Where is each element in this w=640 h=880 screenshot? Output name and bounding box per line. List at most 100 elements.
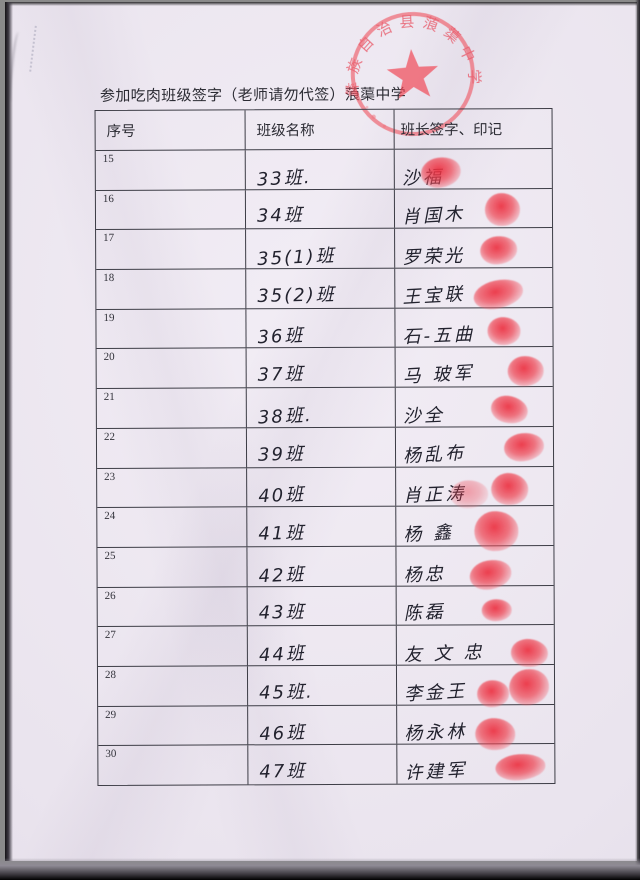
serial-number: 22	[103, 430, 115, 443]
pencil-marks	[29, 25, 41, 73]
class-name-cell: 43班	[247, 586, 397, 626]
class-name-handwritten: 37班	[257, 363, 305, 386]
fingerprint-mark	[506, 666, 552, 708]
class-name-cell: 33班.	[245, 149, 395, 191]
monitor-signature-handwritten: 李金王	[403, 680, 468, 705]
serial-number: 15	[102, 152, 114, 165]
col-header-signature: 班长签字、印记	[400, 122, 503, 139]
signature-cell: 陈磊	[397, 586, 554, 625]
table-row: 23 40班 肖正涛	[97, 466, 554, 509]
class-name-cell: 41班	[247, 506, 397, 547]
fingerprint-mark	[478, 234, 519, 267]
table-row: 21 38班. 沙全	[96, 387, 553, 429]
class-name-handwritten: 41班	[258, 522, 306, 545]
scan-edge-left	[5, 2, 13, 861]
monitor-signature-handwritten: 杨永林	[403, 721, 468, 746]
class-name-cell: 40班	[247, 467, 397, 508]
serial-number: 25	[104, 549, 116, 562]
col-header-serial: 序号	[95, 110, 246, 150]
class-name-handwritten: 35(1)班	[256, 245, 337, 271]
signature-cell: 杨乱布	[396, 427, 553, 467]
paper-sheet: 参加吃肉班级签字（老师请勿代签）蒗蕖中学 彝族自治县蒗蕖中学 序号 班级名称 班…	[5, 2, 637, 861]
table-header-row: 序号 班级名称 班长签字、印记	[95, 109, 552, 151]
stamp-speckle	[365, 105, 369, 109]
serial-number: 17	[103, 232, 115, 245]
serial-cell: 23	[97, 467, 248, 508]
signature-cell: 肖正涛	[396, 467, 553, 508]
stamp-star-icon	[386, 49, 438, 99]
table-body: 15 33班. 沙福 16 34班 肖国木 17 35(1)班 罗荣光	[95, 149, 555, 785]
serial-cell: 17	[96, 229, 247, 270]
table-row: 24 41班 杨 鑫	[97, 506, 554, 553]
class-name-handwritten: 44班	[258, 643, 307, 667]
fingerprint-mark	[450, 479, 489, 508]
signature-cell: 沙福	[395, 149, 552, 191]
serial-number: 16	[102, 192, 114, 205]
signature-cell: 肖国木	[395, 189, 552, 229]
monitor-signature-handwritten: 王宝联	[401, 283, 466, 309]
monitor-signature-handwritten: 马 玻军	[402, 362, 475, 388]
serial-cell: 22	[96, 428, 248, 468]
class-name-handwritten: 45班.	[258, 681, 314, 704]
serial-number: 29	[105, 708, 117, 721]
monitor-signature-handwritten: 杨 鑫	[402, 522, 455, 546]
table-row: 30 47班 许建军	[98, 744, 554, 785]
signature-cell: 李金王	[397, 665, 554, 708]
table-row: 20 37班 马 玻军	[96, 347, 553, 390]
monitor-signature-handwritten: 陈磊	[403, 601, 447, 625]
serial-number: 18	[103, 271, 115, 285]
fingerprint-mark	[486, 315, 522, 347]
table-row: 16 34班 肖国木	[95, 188, 553, 231]
stamp-speckle	[382, 124, 386, 128]
class-name-handwritten: 35(2)班	[257, 284, 336, 307]
serial-cell: 29	[98, 705, 249, 746]
serial-cell: 21	[96, 388, 247, 428]
class-name-handwritten: 33班.	[256, 166, 313, 191]
serial-cell: 25	[97, 547, 248, 587]
class-name-handwritten: 40班	[257, 484, 306, 508]
class-name-cell: 34班	[245, 189, 396, 229]
serial-cell: 28	[97, 666, 249, 706]
signature-cell: 沙全	[396, 387, 553, 428]
monitor-signature-handwritten: 罗荣光	[401, 245, 466, 269]
signature-cell: 友 文 忠	[397, 625, 554, 670]
table-row: 22 39班 杨乱布	[96, 426, 554, 469]
serial-cell: 27	[97, 626, 248, 666]
table-row: 27 44班 友 文 忠	[97, 625, 554, 670]
class-name-handwritten: 47班	[259, 760, 307, 783]
serial-cell: 15	[95, 150, 246, 190]
signature-cell: 马 玻军	[396, 347, 553, 388]
serial-cell: 20	[96, 348, 247, 389]
signature-cell: 杨永林	[397, 705, 554, 752]
monitor-signature-handwritten: 许建军	[403, 759, 468, 785]
class-name-handwritten: 43班	[258, 601, 306, 624]
table-row: 15 33班. 沙福	[95, 149, 552, 191]
table-row: 17 35(1)班 罗荣光	[96, 228, 553, 271]
serial-number: 26	[104, 589, 116, 602]
serial-number: 27	[104, 629, 116, 642]
class-name-handwritten: 34班	[256, 205, 305, 228]
serial-number: 21	[103, 391, 115, 404]
serial-cell: 30	[98, 745, 249, 785]
scan-edge-bottom	[0, 858, 640, 880]
table-row: 19 36班 石-五曲	[96, 307, 553, 350]
scan-edge-top	[5, 2, 637, 6]
serial-cell: 26	[97, 586, 248, 627]
fingerprint-mark	[494, 752, 547, 783]
class-name-cell: 35(2)班	[246, 268, 396, 309]
serial-cell: 18	[96, 269, 247, 309]
signature-cell: 杨 鑫	[396, 506, 553, 553]
signature-cell: 石-五曲	[395, 308, 552, 348]
fingerprint-mark	[507, 356, 544, 387]
class-name-cell: 35(1)班	[246, 229, 396, 271]
serial-number: 24	[104, 510, 116, 523]
stamp-circle	[350, 12, 475, 137]
class-name-cell: 39班	[246, 427, 397, 467]
fingerprint-mark	[481, 598, 512, 621]
table-row: 28 45班. 李金王	[97, 664, 555, 708]
class-name-handwritten: 36班	[257, 325, 305, 349]
serial-number: 19	[103, 311, 115, 324]
fingerprint-mark	[477, 680, 510, 708]
class-name-cell: 44班	[247, 625, 397, 667]
